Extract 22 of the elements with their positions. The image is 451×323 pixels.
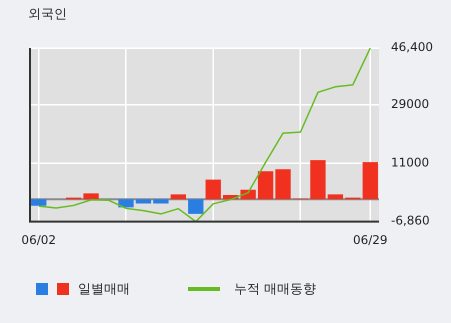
- bar: [362, 162, 378, 200]
- chart-title: 외국인: [28, 6, 67, 22]
- bar: [153, 199, 169, 204]
- y-tick-label: 46,400: [391, 40, 434, 54]
- bar: [118, 199, 134, 208]
- y-tick-label: -6,860: [391, 214, 430, 228]
- x-tick-label: 06/29: [352, 232, 388, 247]
- legend-label: 일별매매: [78, 281, 130, 298]
- bar: [310, 160, 326, 200]
- bar: [188, 199, 204, 214]
- bar: [31, 199, 46, 206]
- legend-label: 누적 매매동향: [234, 281, 316, 298]
- bar: [83, 193, 99, 200]
- bar: [206, 180, 221, 200]
- y-tick-label: 11000: [391, 156, 430, 170]
- bar: [258, 171, 274, 200]
- bar: [136, 199, 152, 204]
- y-tick-label: 29000: [391, 96, 430, 111]
- x-tick-label: 06/02: [21, 232, 56, 247]
- bar: [275, 169, 291, 200]
- bar: [170, 194, 186, 200]
- bar: [328, 194, 344, 200]
